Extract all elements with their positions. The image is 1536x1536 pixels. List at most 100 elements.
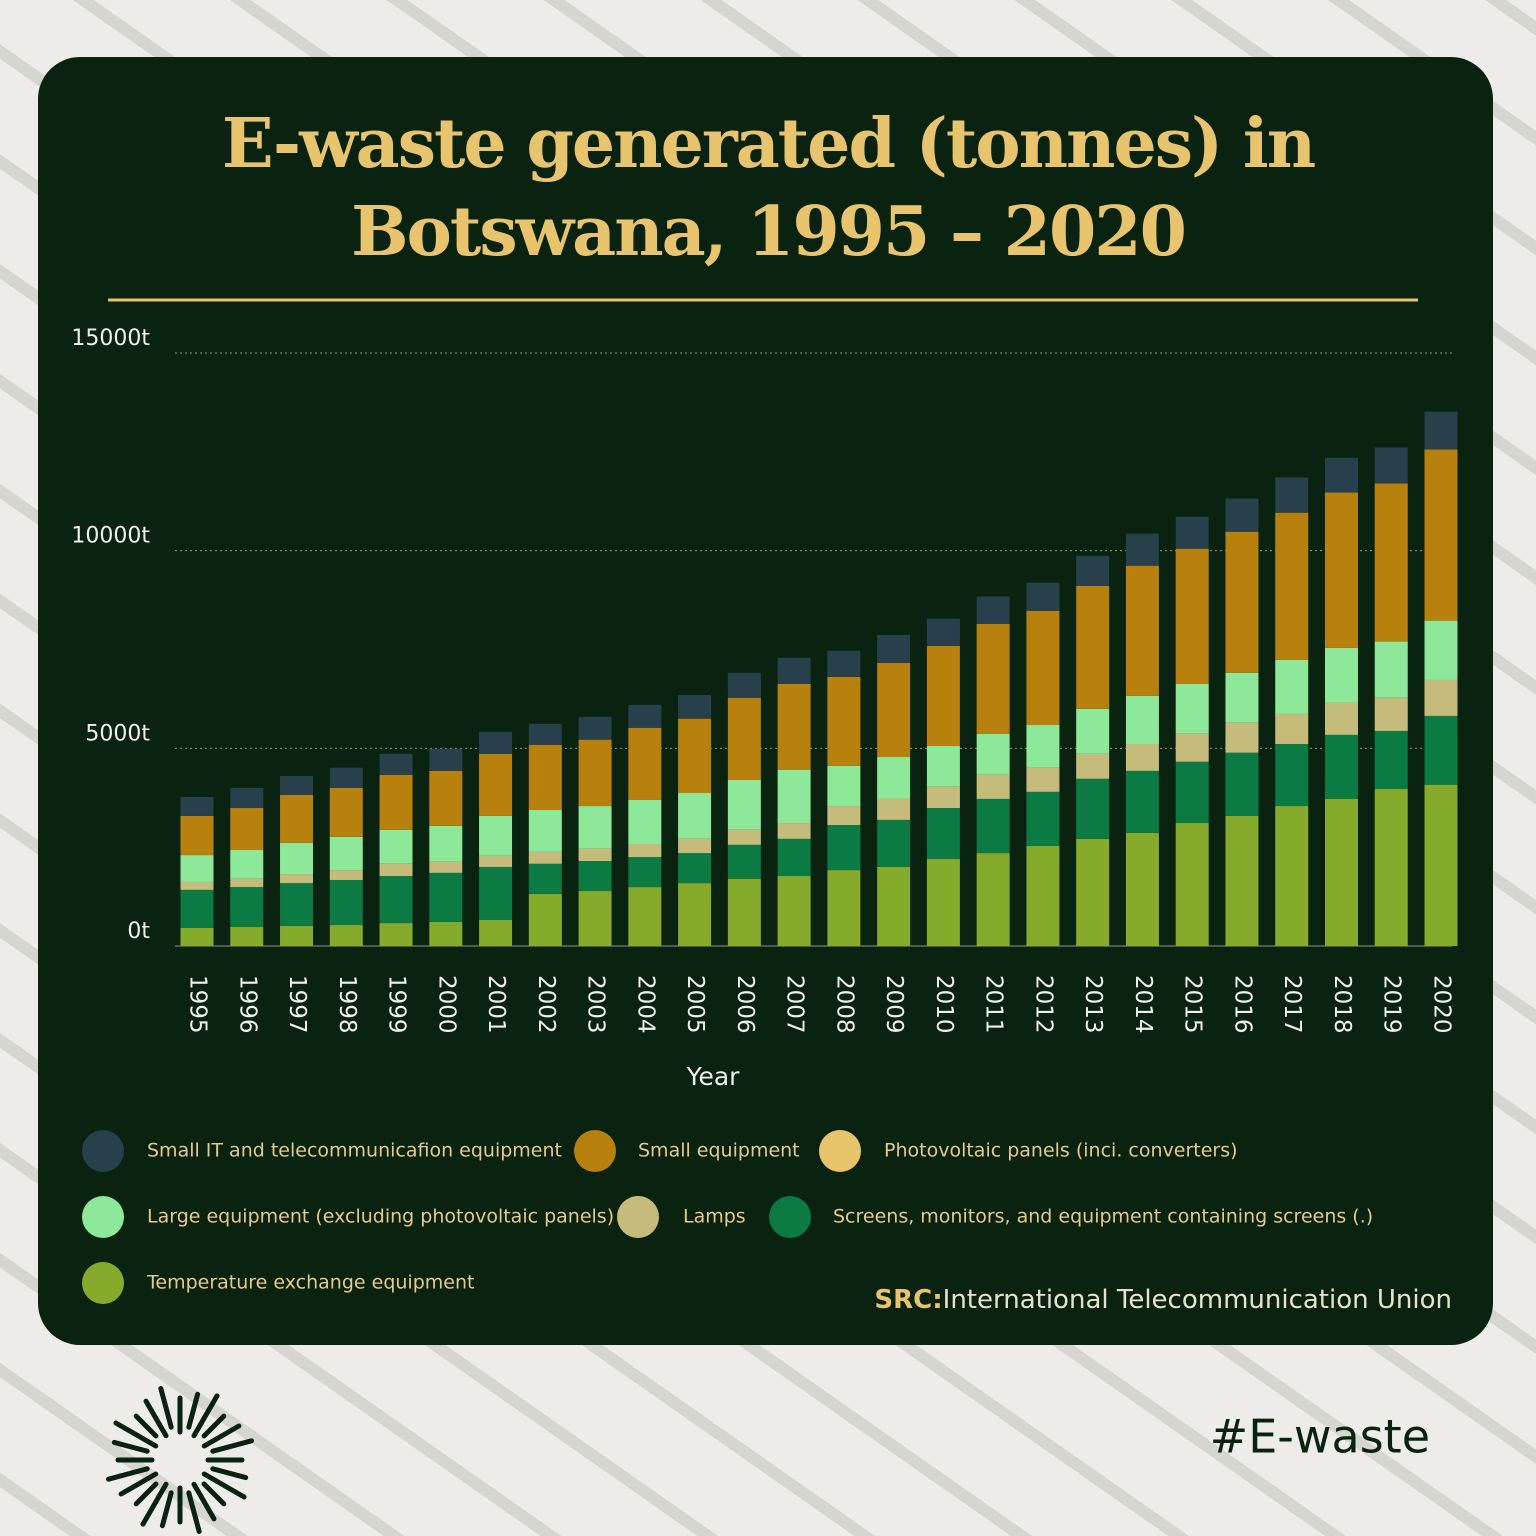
bar-segment: [528, 851, 562, 864]
bar-segment: [1374, 483, 1408, 642]
bar-segment: [926, 745, 960, 787]
legend-label: Small IT and telecommunicafion equipment: [147, 1140, 562, 1162]
bar-segment: [678, 853, 712, 884]
bar-segment: [1175, 548, 1209, 684]
bar-segment: [230, 887, 264, 928]
y-tick-label: 5000t: [85, 721, 150, 746]
bar-segment: [1225, 815, 1259, 946]
x-tick-label: 2011: [981, 975, 1007, 1034]
bar-segment: [379, 829, 413, 864]
bar-segment: [1324, 457, 1358, 493]
hashtag: #E-waste: [1210, 1410, 1430, 1464]
bar-segment: [926, 859, 960, 946]
bar-segment: [678, 718, 712, 794]
bar-segment: [926, 786, 960, 809]
bar-segment: [1374, 697, 1408, 731]
x-tick-label: 2008: [831, 975, 857, 1034]
bar-segment: [280, 883, 314, 926]
bar-segment: [1175, 761, 1209, 824]
bar-segment: [528, 810, 562, 852]
legend-label: Lamps: [683, 1206, 746, 1228]
bar-segment: [877, 819, 911, 867]
bar-segment: [1125, 832, 1159, 946]
bar-segment: [578, 739, 612, 807]
bar-segment: [976, 774, 1010, 799]
bar-segment: [1175, 733, 1209, 762]
bar-segment: [628, 844, 662, 858]
bar-segment: [280, 794, 314, 843]
bar-segment: [628, 887, 662, 946]
legend-label: Screens, monitors, and equipment contain…: [833, 1206, 1373, 1228]
bar-segment: [230, 927, 264, 946]
bar-segment: [827, 765, 861, 807]
source-text: International Telecommunication Union: [943, 1285, 1452, 1315]
bar-segment: [877, 866, 911, 946]
bar-segment: [1175, 683, 1209, 734]
x-tick-label: 2017: [1279, 975, 1305, 1034]
bar-segment: [379, 923, 413, 946]
bar-segment: [1424, 449, 1458, 621]
x-tick-label: 1999: [384, 975, 410, 1034]
bar-segment: [180, 796, 214, 816]
bar-segment: [1324, 702, 1358, 735]
bar-segment: [1225, 531, 1259, 673]
bar-segment: [777, 683, 811, 770]
bar-segment: [1424, 679, 1458, 716]
bar-segment: [827, 825, 861, 871]
legend-label: Photovoltaic panels (inci. converters): [884, 1140, 1238, 1162]
bar-segment: [827, 806, 861, 826]
bar-segment: [727, 829, 761, 845]
bar-segment: [230, 787, 264, 809]
bar-segment: [1424, 411, 1458, 450]
bar-segment: [777, 876, 811, 946]
bar-segment: [1225, 672, 1259, 723]
x-tick-label: 2004: [632, 975, 658, 1034]
logo-ray: [113, 1420, 159, 1449]
logo-ray: [201, 1413, 227, 1439]
bar-segment: [1324, 798, 1358, 946]
bar-segment: [777, 657, 811, 684]
bar-segment: [976, 733, 1010, 775]
legend-swatch: [574, 1130, 616, 1172]
bar-segment: [180, 815, 214, 856]
bar-segment: [877, 757, 911, 799]
bar-segment: [628, 727, 662, 800]
bar-segment: [379, 774, 413, 830]
legend-swatch: [819, 1130, 861, 1172]
bar-segment: [678, 838, 712, 854]
bar-segment: [1275, 713, 1309, 744]
bar-segment: [1076, 585, 1110, 709]
x-tick-label: 2002: [533, 975, 559, 1034]
logo-ray: [210, 1438, 254, 1454]
x-tick-label: 2000: [433, 975, 459, 1034]
bar-segment: [329, 787, 363, 837]
bar-segment: [479, 919, 513, 946]
bar-segment: [180, 855, 214, 882]
bar-segment: [1125, 695, 1159, 744]
logo-ray: [158, 1386, 174, 1430]
legend-swatch: [769, 1196, 811, 1238]
bar-segment: [628, 704, 662, 728]
x-tick-label: 1997: [284, 975, 310, 1034]
bar-segment: [479, 855, 513, 867]
legend-label: Small equipment: [638, 1140, 800, 1162]
bar-segment: [280, 776, 314, 795]
bar-segment: [1374, 447, 1408, 484]
logo-ray: [201, 1481, 227, 1507]
logo-ray: [186, 1391, 201, 1430]
x-tick-label: 2001: [483, 975, 509, 1034]
bar-segment: [1374, 641, 1408, 698]
bar-segment: [1424, 784, 1458, 946]
legend-label: Temperature exchange equipment: [146, 1272, 474, 1294]
bar-segment: [1076, 555, 1110, 586]
bar-segment: [1424, 715, 1458, 785]
bar-segment: [180, 881, 214, 890]
x-tick-label: 2003: [583, 975, 609, 1034]
logo-ray: [201, 1423, 242, 1449]
legend-swatch: [82, 1130, 124, 1172]
bar-segment: [1125, 770, 1159, 833]
bar-segment: [528, 744, 562, 811]
bar-segment: [429, 825, 463, 862]
